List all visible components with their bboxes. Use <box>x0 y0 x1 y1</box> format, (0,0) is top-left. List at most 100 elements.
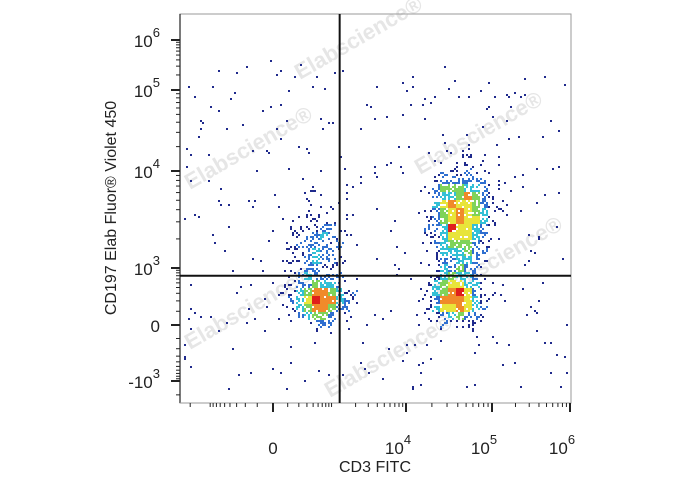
data-point <box>476 218 478 220</box>
data-point <box>450 232 452 234</box>
data-point <box>478 308 480 310</box>
data-point <box>454 304 456 306</box>
data-point <box>468 218 470 220</box>
data-point <box>434 206 436 208</box>
data-point <box>456 248 458 250</box>
data-point <box>312 300 314 302</box>
data-point <box>462 326 464 328</box>
data-point <box>436 256 438 258</box>
data-point <box>476 180 478 182</box>
data-point <box>438 288 440 290</box>
data-point <box>452 248 454 250</box>
data-point <box>472 208 474 210</box>
data-point <box>472 262 474 264</box>
data-point <box>326 252 328 254</box>
data-point <box>420 288 422 290</box>
data-point <box>190 366 192 368</box>
data-point <box>296 232 298 234</box>
data-point <box>320 206 322 208</box>
data-point <box>450 212 452 214</box>
data-point <box>478 202 480 204</box>
data-point <box>462 254 464 256</box>
data-point <box>462 236 464 238</box>
data-point <box>320 302 322 304</box>
data-point <box>456 326 458 328</box>
data-point <box>322 286 324 288</box>
data-point <box>430 296 432 298</box>
data-point <box>454 298 456 300</box>
data-point <box>426 344 428 346</box>
data-point <box>444 206 446 208</box>
data-point <box>292 220 294 222</box>
data-point <box>304 270 306 272</box>
data-point <box>460 228 462 230</box>
data-point <box>456 236 458 238</box>
data-point <box>466 258 468 260</box>
data-point <box>444 292 446 294</box>
data-point <box>474 198 476 200</box>
data-point <box>466 292 468 294</box>
data-point <box>296 298 298 300</box>
data-point <box>456 232 458 234</box>
data-point <box>472 248 474 250</box>
data-point <box>448 272 450 274</box>
data-point <box>478 258 480 260</box>
data-point <box>456 304 458 306</box>
data-point <box>316 314 318 316</box>
data-point <box>444 188 446 190</box>
data-point <box>454 212 456 214</box>
data-point <box>314 248 316 250</box>
data-point <box>466 304 468 306</box>
data-point <box>464 232 466 234</box>
data-point <box>472 234 474 236</box>
data-point <box>474 210 476 212</box>
data-point <box>310 298 312 300</box>
data-point <box>314 282 316 284</box>
data-point <box>466 210 468 212</box>
data-point <box>294 76 296 78</box>
data-point <box>432 292 434 294</box>
data-point <box>446 194 448 196</box>
data-point <box>340 230 342 232</box>
data-point <box>304 284 306 286</box>
data-point <box>442 278 444 280</box>
data-point <box>444 294 446 296</box>
data-point <box>308 300 310 302</box>
data-point <box>326 232 328 234</box>
data-point <box>316 294 318 296</box>
data-point <box>312 248 314 250</box>
data-point <box>462 266 464 268</box>
data-point <box>456 316 458 318</box>
data-point <box>294 246 296 248</box>
data-point <box>550 120 552 122</box>
data-point <box>200 316 202 318</box>
data-point <box>470 258 472 260</box>
data-point <box>504 182 506 184</box>
data-point <box>444 322 446 324</box>
data-point <box>294 256 296 258</box>
data-point <box>454 208 456 210</box>
data-point <box>444 288 446 290</box>
data-point <box>438 312 440 314</box>
data-point <box>322 300 324 302</box>
data-point <box>298 314 300 316</box>
data-point <box>466 244 468 246</box>
data-point <box>350 316 352 318</box>
data-point <box>442 310 444 312</box>
data-point <box>494 96 496 98</box>
data-point <box>352 186 354 188</box>
data-point <box>336 264 338 266</box>
data-point <box>472 250 474 252</box>
data-point <box>448 196 450 198</box>
data-point <box>282 304 284 306</box>
data-point <box>316 272 318 274</box>
data-point <box>460 308 462 310</box>
data-point <box>304 256 306 258</box>
data-point <box>438 308 440 310</box>
data-point <box>482 126 484 128</box>
data-point <box>442 192 444 194</box>
data-point <box>280 104 282 106</box>
data-point <box>212 234 214 236</box>
data-point <box>454 306 456 308</box>
